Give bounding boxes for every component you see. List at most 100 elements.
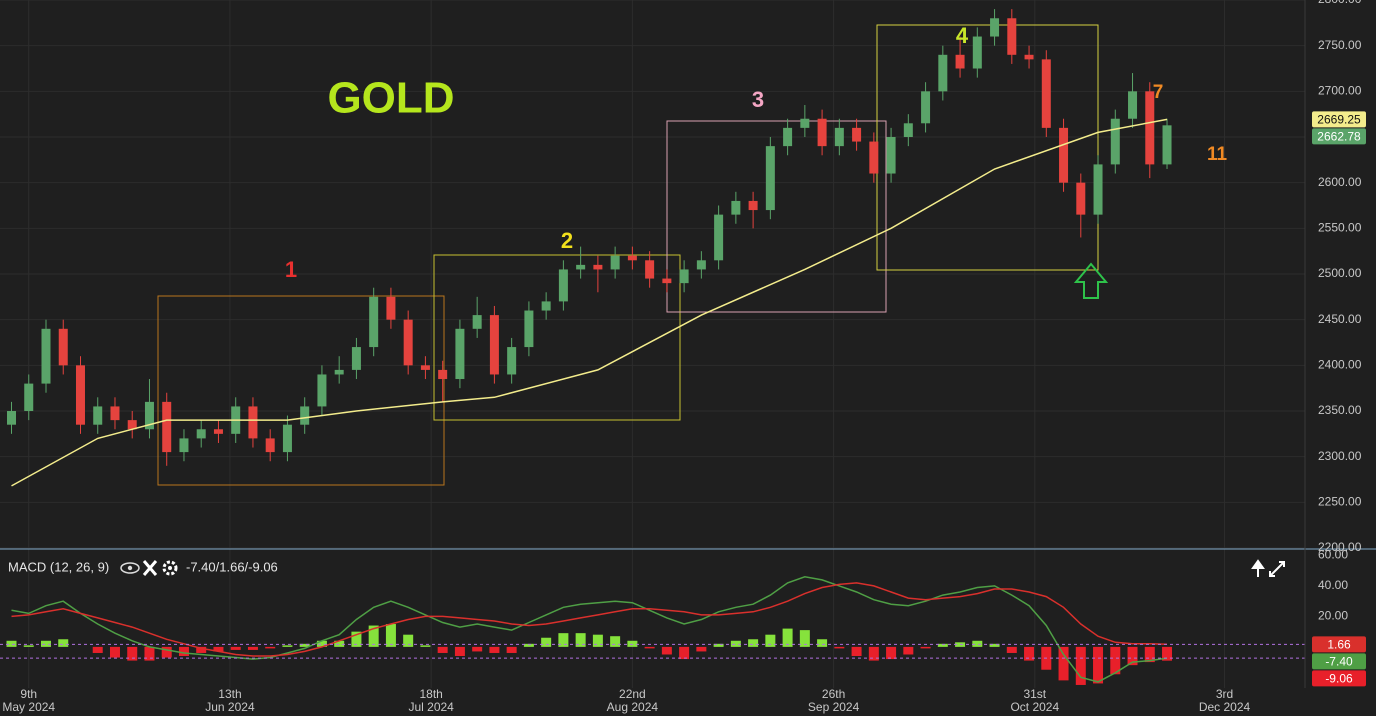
histogram-bar: [575, 633, 586, 647]
x-tick-sublabel: May 2024: [2, 700, 55, 714]
candle-body: [921, 91, 931, 124]
candle-body: [1024, 54, 1034, 60]
candle-body: [162, 401, 172, 453]
y-tick-label: 2250.00: [1318, 495, 1362, 509]
histogram-bar: [420, 645, 431, 647]
x-tick-sublabel: Sep 2024: [808, 700, 860, 714]
histogram-bar: [679, 646, 690, 660]
histogram-bar: [592, 634, 603, 647]
candle-body: [265, 438, 275, 453]
expand-icon[interactable]: [1269, 561, 1285, 577]
histogram-bar: [782, 628, 793, 647]
x-tick-label: 3rd: [1216, 687, 1233, 701]
signal-line: [11, 582, 1168, 657]
y-tick-label: 60.00: [1318, 548, 1348, 562]
x-tick-label: 26th: [822, 687, 845, 701]
histogram-bar: [1093, 646, 1104, 684]
histogram-bar: [834, 646, 845, 649]
candle-body: [524, 310, 534, 348]
indicator-title: MACD (12, 26, 9): [8, 559, 109, 574]
histogram-bar: [213, 646, 224, 652]
time-axis: [0, 688, 1376, 716]
candle-body: [748, 200, 758, 211]
histogram-bar: [886, 646, 897, 660]
candle-body: [24, 383, 34, 411]
annotation: 1: [285, 257, 297, 282]
candle-body: [679, 269, 689, 284]
candle-body: [645, 260, 655, 279]
y-tick-label: 2450.00: [1318, 312, 1362, 326]
candle-body: [1110, 118, 1120, 165]
x-tick-sublabel: Jun 2024: [205, 700, 255, 714]
histogram-bar: [230, 646, 241, 650]
candle-body: [317, 374, 327, 407]
value-tag: [1312, 670, 1366, 687]
candle-body: [144, 401, 154, 430]
value-tag-label: -9.06: [1325, 672, 1353, 686]
candle-body: [334, 369, 344, 375]
candle-body: [627, 255, 637, 261]
histogram-bar: [799, 630, 810, 647]
x-tick-sublabel: Dec 2024: [1199, 700, 1251, 714]
macd-line: [11, 576, 1168, 683]
candle-body: [817, 118, 827, 147]
settings-icon[interactable]: [162, 560, 178, 576]
histogram-bar: [1024, 646, 1035, 661]
histogram-bar: [713, 643, 724, 647]
value-tag-label: 2662.78: [1317, 130, 1361, 144]
candle-body: [662, 278, 672, 284]
x-tick-sublabel: Aug 2024: [607, 700, 659, 714]
close-icon[interactable]: [142, 560, 158, 576]
annotation: 4: [956, 23, 969, 48]
candle-body: [75, 365, 85, 425]
candle-body: [593, 264, 603, 270]
histogram-bar: [937, 643, 948, 647]
histogram-bar: [23, 645, 34, 647]
candle-body: [507, 347, 517, 375]
y-tick-label: 2700.00: [1318, 84, 1362, 98]
histogram-bar: [1006, 646, 1017, 653]
y-tick-label: 2800.00: [1318, 0, 1362, 6]
candle-body: [213, 429, 223, 434]
value-tag: [1312, 636, 1366, 653]
y-tick-label: 2300.00: [1318, 449, 1362, 463]
eye-icon[interactable]: [120, 562, 140, 574]
x-tick-label: 18th: [419, 687, 442, 701]
y-tick-label: 2500.00: [1318, 266, 1362, 280]
histogram-bar: [282, 645, 293, 647]
histogram-bar: [730, 640, 741, 647]
moving-average: [11, 118, 1168, 487]
candle-body: [972, 36, 982, 69]
histogram-bar: [506, 646, 517, 653]
histogram-bar: [334, 640, 345, 647]
candle-body: [58, 328, 68, 366]
histogram-bar: [1075, 646, 1086, 685]
candle-body: [472, 315, 482, 329]
histogram-bar: [144, 646, 155, 661]
candle-body: [351, 347, 361, 370]
move-up-icon[interactable]: [1251, 559, 1265, 577]
candle-body: [1041, 59, 1051, 128]
histogram-bar: [247, 646, 258, 650]
histogram-bar: [1127, 646, 1138, 666]
candle-body: [127, 420, 137, 430]
y-tick-label: 20.00: [1318, 609, 1348, 623]
value-tag-label: 1.66: [1327, 638, 1351, 652]
x-tick-label: 22nd: [619, 687, 646, 701]
plot: [0, 9, 1305, 685]
value-tag: [1312, 653, 1366, 670]
candle-body: [455, 328, 465, 380]
histogram-bar: [454, 646, 465, 657]
histogram-bar: [1058, 646, 1069, 681]
histogram-bar: [385, 624, 396, 647]
histogram-bar: [627, 640, 638, 647]
candle-body: [93, 406, 103, 425]
box: [433, 254, 681, 421]
candle-body: [938, 54, 948, 92]
up-arrow: [1073, 262, 1109, 299]
annotation: 2: [561, 228, 573, 253]
candle-body: [696, 260, 706, 270]
histogram-bar: [903, 646, 914, 655]
histogram-bar: [523, 643, 534, 647]
